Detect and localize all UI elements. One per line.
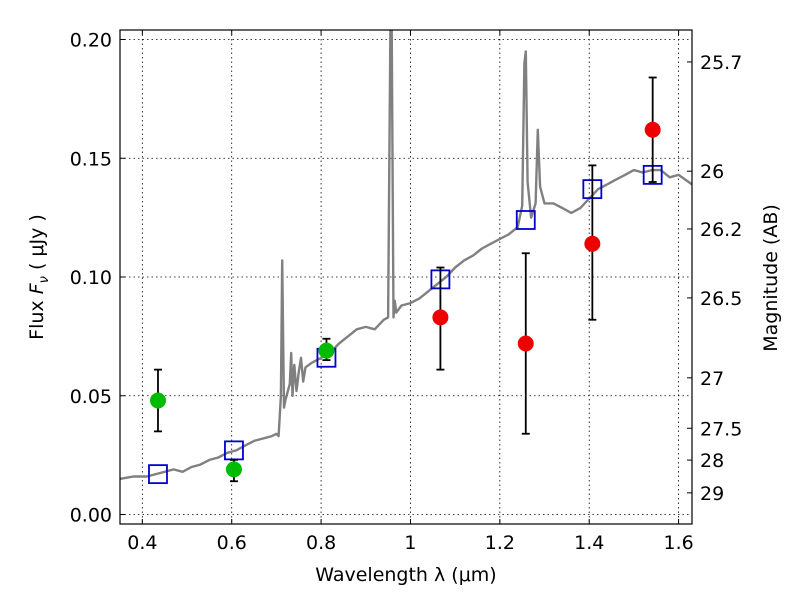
data-point bbox=[517, 335, 534, 352]
y-axis-title-symbol: F bbox=[26, 282, 48, 294]
spectrum-layer bbox=[120, 30, 692, 481]
y-axis-title-subscript: ν bbox=[37, 276, 52, 283]
y-tick-label: 0.00 bbox=[70, 505, 112, 527]
x-tick-label: 0.6 bbox=[217, 532, 247, 554]
x-tick-label: 1.6 bbox=[663, 532, 693, 554]
model-square-marker bbox=[148, 464, 168, 485]
data-point bbox=[318, 342, 335, 359]
x-tick-label: 0.8 bbox=[306, 532, 336, 554]
x-axis-title: Wavelength λ (μm) bbox=[315, 564, 496, 586]
y-tick-label: 0.10 bbox=[70, 267, 112, 289]
y2-axis-title: Magnitude (AB) bbox=[760, 204, 782, 352]
data-point bbox=[149, 392, 166, 409]
y2-tick-label: 27.5 bbox=[700, 418, 742, 440]
x-tick-label: 1.2 bbox=[485, 532, 515, 554]
data-point bbox=[644, 121, 661, 138]
y2-tick-label: 26 bbox=[700, 161, 724, 183]
y2-tick-label: 25.7 bbox=[700, 52, 742, 74]
y2-tick-label: 27 bbox=[700, 368, 724, 390]
data-point bbox=[432, 309, 449, 326]
y2-tick-label: 26.2 bbox=[700, 219, 742, 241]
y-axis-title: Flux Fν ( μJy ) bbox=[26, 214, 52, 340]
y2-tick-label: 29 bbox=[700, 483, 724, 505]
model-square-marker bbox=[515, 210, 536, 230]
marker-layer bbox=[148, 76, 663, 485]
x-tick-label: 1 bbox=[404, 532, 416, 554]
y-axis-title-suffix: ( μJy ) bbox=[26, 214, 48, 276]
ticks: 0.4 0.6 0.8 1 1.2 1.4 1.6 0.00 0.05 0.10 0.15 0.20 2… bbox=[70, 30, 743, 555]
data-point bbox=[225, 461, 242, 478]
y2-tick-label: 26.5 bbox=[700, 288, 742, 310]
y2-tick-label: 28 bbox=[700, 450, 724, 472]
y-tick-label: 0.05 bbox=[70, 386, 112, 408]
x-tick-label: 0.4 bbox=[127, 532, 157, 554]
data-point bbox=[584, 235, 601, 252]
grid bbox=[120, 30, 692, 524]
y-axis-title-prefix: Flux bbox=[26, 294, 48, 340]
y-tick-label: 0.20 bbox=[70, 30, 112, 52]
y-tick-label: 0.15 bbox=[70, 148, 112, 170]
x-tick-label: 1.4 bbox=[574, 532, 604, 554]
spectrum-line bbox=[120, 30, 692, 481]
